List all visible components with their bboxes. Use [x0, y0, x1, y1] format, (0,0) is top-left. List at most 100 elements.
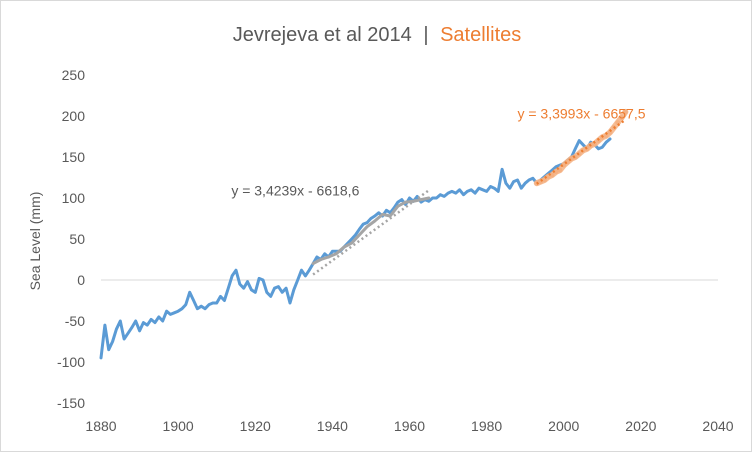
- series-point: [119, 319, 122, 323]
- series-point: [504, 182, 508, 185]
- series-point: [126, 332, 130, 335]
- y-tick-label: 100: [62, 190, 86, 206]
- series-point: [462, 193, 465, 196]
- y-tick-label: 50: [69, 231, 85, 247]
- series-point: [319, 258, 322, 261]
- y-tick-label: -150: [57, 395, 85, 411]
- series-point: [396, 200, 400, 204]
- series-point: [257, 277, 261, 280]
- series-point: [180, 307, 184, 310]
- series-point: [165, 310, 168, 313]
- trendline-satellites-trend: [536, 118, 627, 185]
- series-point: [273, 287, 276, 290]
- series-point: [508, 187, 511, 190]
- y-tick-label: 250: [62, 67, 86, 83]
- series-point: [477, 187, 481, 190]
- series-point: [458, 188, 461, 191]
- y-tick-label: 150: [62, 149, 86, 165]
- chart-title: Jevrejeva et al 2014 | Satellites: [233, 24, 522, 46]
- y-tick-label: 0: [77, 272, 85, 288]
- series-point: [470, 188, 473, 191]
- series-point: [215, 301, 218, 305]
- series-point: [149, 318, 153, 321]
- series-point: [450, 190, 454, 193]
- series-point: [173, 311, 176, 314]
- series-point: [107, 348, 110, 351]
- series-point: [500, 168, 504, 171]
- series-point: [365, 225, 369, 228]
- chart-title-highlight: Satellites: [440, 24, 521, 46]
- series-point: [169, 313, 172, 316]
- series-point: [531, 177, 535, 180]
- series-point: [161, 319, 164, 323]
- series-point: [242, 287, 245, 290]
- series-point: [211, 301, 214, 305]
- series-point: [146, 323, 149, 327]
- series-point: [269, 295, 272, 298]
- series-point: [142, 321, 145, 324]
- series-point: [261, 278, 265, 282]
- series-point: [404, 200, 407, 204]
- series-point: [419, 198, 423, 201]
- series-point: [597, 147, 600, 150]
- trendline-equation-satellites: y = 3,3993x - 6657,5: [517, 105, 645, 121]
- series-point: [192, 299, 195, 302]
- series-point: [207, 303, 211, 306]
- series-point: [603, 133, 609, 139]
- x-tick-label: 2040: [702, 418, 733, 434]
- x-tick-label: 1880: [85, 418, 116, 434]
- x-tick-label: 1980: [471, 418, 502, 434]
- series-point: [219, 295, 222, 298]
- series-point: [184, 303, 187, 306]
- x-tick-label: 2000: [548, 418, 579, 434]
- series-point: [516, 178, 519, 182]
- series-point: [350, 241, 353, 245]
- trendline-gray-trend: [312, 189, 430, 276]
- series-point: [527, 178, 531, 182]
- series-point: [265, 291, 268, 294]
- x-tick-label: 2020: [625, 418, 656, 434]
- x-tick-label: 1900: [163, 418, 194, 434]
- series-point: [369, 217, 373, 220]
- series-point: [304, 274, 307, 278]
- chart-title-main: Jevrejeva et al 2014: [233, 24, 412, 46]
- series-point: [419, 200, 423, 204]
- x-tick-label: 1920: [240, 418, 271, 434]
- series-point: [157, 315, 160, 319]
- series-point: [549, 172, 555, 178]
- series-point: [331, 250, 334, 253]
- series-point: [578, 139, 581, 142]
- series-point: [246, 280, 249, 283]
- series-point: [277, 285, 280, 288]
- series-point: [373, 214, 376, 218]
- series-point: [619, 115, 624, 120]
- series-point: [385, 209, 388, 212]
- series-point: [311, 262, 315, 265]
- series-point: [292, 288, 295, 291]
- series-point: [443, 195, 446, 198]
- series-point: [427, 196, 430, 200]
- series-point: [281, 291, 284, 294]
- series-point: [111, 340, 114, 343]
- series-point: [176, 310, 180, 313]
- series-point: [623, 109, 628, 115]
- series-point: [99, 356, 103, 360]
- series-point: [365, 221, 369, 224]
- series-point: [373, 219, 376, 223]
- trend-layer: [312, 118, 627, 276]
- series-point: [489, 185, 492, 188]
- y-axis-title: Sea Level (mm): [27, 192, 43, 291]
- series-point: [493, 187, 496, 190]
- y-tick-label: -100: [57, 354, 85, 370]
- series-point: [574, 147, 577, 150]
- series-point: [400, 198, 403, 201]
- series-point: [592, 141, 597, 147]
- series-point: [254, 291, 257, 294]
- series-point: [323, 252, 326, 255]
- series-point: [605, 141, 608, 144]
- series-point: [439, 193, 442, 196]
- series-point: [223, 299, 226, 302]
- series-point: [153, 321, 157, 324]
- series-point: [296, 278, 299, 282]
